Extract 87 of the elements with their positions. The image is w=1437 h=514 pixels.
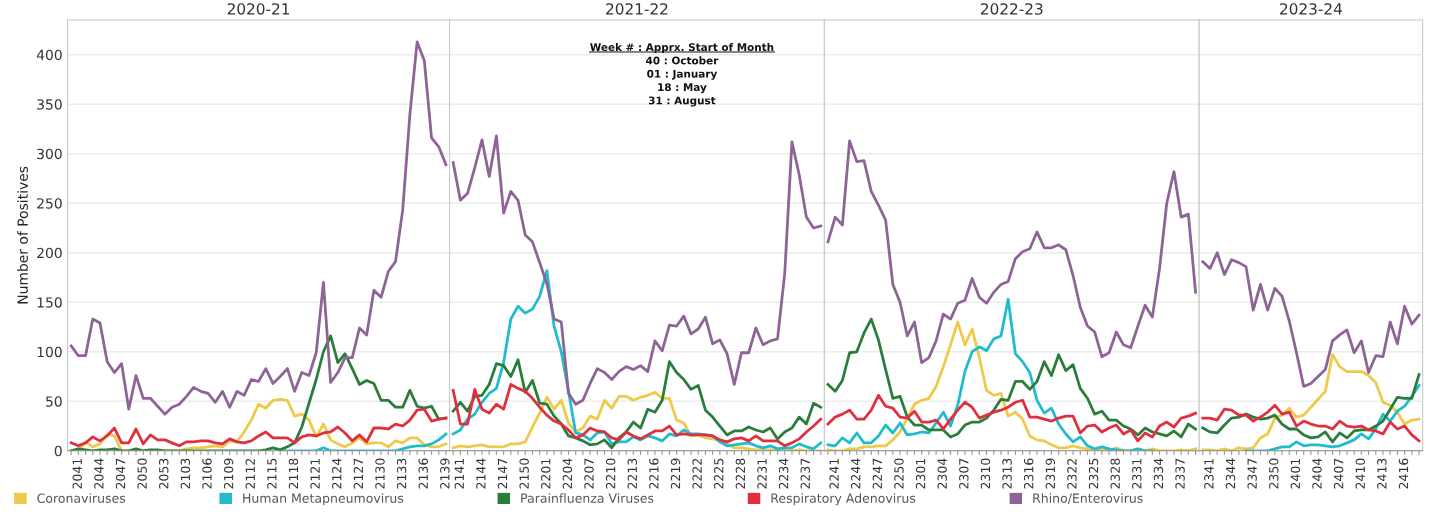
legend-label: Respiratory Adenovirus xyxy=(771,493,916,506)
y-tick-label: 250 xyxy=(37,198,62,209)
x-tick-label: 2337 xyxy=(1175,458,1185,489)
x-tick-label: 2213 xyxy=(627,458,637,489)
x-tick-label: 2247 xyxy=(872,458,882,489)
y-tick-label: 150 xyxy=(37,297,62,308)
x-tick-label: 2222 xyxy=(692,458,702,489)
x-tick-label: 2103 xyxy=(180,458,191,489)
x-tick-label: 2147 xyxy=(497,458,508,489)
x-tick-label: 2328 xyxy=(1110,458,1120,489)
x-tick-label: 2407 xyxy=(1333,458,1344,489)
x-tick-label: 2401 xyxy=(1290,458,1301,489)
x-tick-label: 2410 xyxy=(1355,458,1365,489)
legend-label: Rhino/Enterovirus xyxy=(1033,493,1143,504)
x-tick-label: 2310 xyxy=(980,458,991,489)
x-tick-label: 2053 xyxy=(159,458,169,489)
x-tick-label: 2216 xyxy=(649,458,659,489)
x-tick-label: 2124 xyxy=(332,458,342,489)
x-tick-label: 2136 xyxy=(418,458,428,489)
x-tick-label: 2416 xyxy=(1398,458,1409,489)
x-tick-label: 2350 xyxy=(1269,458,1279,489)
y-axis-title: Number of Positives xyxy=(17,166,28,304)
x-tick-label: 2047 xyxy=(115,458,126,489)
y-tick-label: 350 xyxy=(37,99,62,110)
x-tick-label: 2231 xyxy=(757,458,767,489)
x-tick-label: 2344 xyxy=(1225,458,1236,489)
x-tick-label: 2144 xyxy=(476,458,486,489)
annotation: 18 : May xyxy=(658,83,707,94)
annotation: 01 : January xyxy=(647,69,718,80)
legend-label: Coronaviruses xyxy=(37,493,126,503)
y-tick-label: 50 xyxy=(46,396,62,407)
chart-title: 2020-21 xyxy=(227,3,290,15)
x-tick-label: 2201 xyxy=(541,458,551,489)
x-tick-label: 2301 xyxy=(915,458,926,489)
x-tick-label: 2413 xyxy=(1377,458,1387,489)
x-tick-label: 2044 xyxy=(94,458,104,489)
chart-title: 2023-24 xyxy=(1280,3,1342,15)
x-tick-label: 2325 xyxy=(1088,458,1099,489)
x-tick-label: 2204 xyxy=(562,458,573,489)
x-tick-label: 2244 xyxy=(850,458,861,489)
x-tick-label: 2141 xyxy=(454,458,464,489)
x-tick-label: 2307 xyxy=(959,458,969,489)
legend-label: Parainfluenza Viruses xyxy=(521,493,654,503)
x-tick-label: 2115 xyxy=(267,458,277,489)
x-tick-label: 2118 xyxy=(288,458,299,489)
x-tick-label: 2210 xyxy=(605,458,616,489)
y-tick-label: 400 xyxy=(36,49,62,61)
x-tick-label: 2130 xyxy=(375,458,385,489)
x-tick-label: 2219 xyxy=(670,458,681,489)
x-tick-label: 2322 xyxy=(1067,458,1077,489)
x-tick-label: 2127 xyxy=(353,458,363,489)
x-tick-label: 2319 xyxy=(1045,458,1056,489)
chart-title: 2021-22 xyxy=(606,3,668,15)
x-tick-label: 2041 xyxy=(72,458,82,489)
x-tick-label: 2234 xyxy=(778,458,789,489)
annotation: 40 : October xyxy=(646,56,719,65)
x-tick-label: 2241 xyxy=(829,458,839,489)
x-tick-label: 2304 xyxy=(937,458,947,489)
x-tick-label: 2133 xyxy=(396,458,407,489)
x-tick-label: 2347 xyxy=(1247,458,1257,489)
x-tick-label: 2050 xyxy=(137,458,147,489)
annotation: 31 : August xyxy=(648,96,716,107)
line-series xyxy=(69,407,448,448)
x-tick-label: 2228 xyxy=(735,458,746,489)
y-tick-label: 300 xyxy=(37,148,62,160)
legend-label: Human Metapneumovirus xyxy=(243,493,404,506)
chart-title: 2022-23 xyxy=(980,3,1043,15)
y-tick-label: 200 xyxy=(37,247,62,259)
y-tick-label: 100 xyxy=(37,346,62,358)
x-tick-label: 2121 xyxy=(310,458,320,489)
x-tick-label: 2109 xyxy=(223,458,234,489)
x-tick-label: 2225 xyxy=(714,458,724,489)
x-tick-label: 2106 xyxy=(202,458,212,489)
y-tick-label: 0 xyxy=(54,445,62,457)
x-tick-label: 2207 xyxy=(584,458,594,489)
x-tick-label: 2404 xyxy=(1312,458,1322,489)
x-tick-label: 2316 xyxy=(1023,458,1034,489)
annotation: Week # : Apprx. Start of Month xyxy=(590,43,774,54)
x-tick-label: 2237 xyxy=(800,458,810,489)
x-tick-label: 2112 xyxy=(245,458,255,489)
x-tick-label: 2313 xyxy=(1002,458,1012,489)
x-tick-label: 2250 xyxy=(894,458,904,489)
x-tick-label: 2139 xyxy=(440,458,450,489)
x-tick-label: 2341 xyxy=(1204,458,1214,489)
x-tick-label: 2334 xyxy=(1153,458,1164,489)
x-tick-label: 2150 xyxy=(519,458,529,489)
x-tick-label: 2331 xyxy=(1132,458,1142,489)
